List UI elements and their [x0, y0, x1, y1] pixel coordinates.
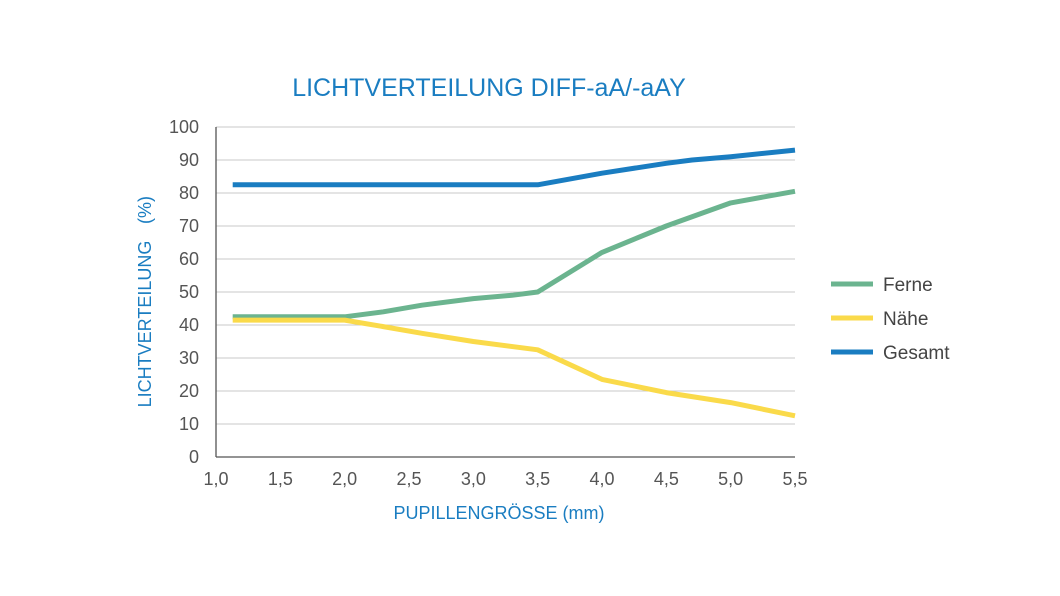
x-tick-label: 5,0 — [718, 469, 743, 489]
x-tick-label: 5,5 — [782, 469, 807, 489]
x-tick-label: 2,5 — [396, 469, 421, 489]
y-tick-label: 20 — [179, 381, 199, 401]
legend-label: Ferne — [883, 275, 933, 296]
y-tick-label: 10 — [179, 414, 199, 434]
y-tick-label: 60 — [179, 249, 199, 269]
grid — [216, 126, 795, 425]
series-lines — [232, 147, 796, 419]
series-line-nähe — [232, 317, 796, 419]
y-axis-label: LICHTVERTEILUNG — [135, 241, 155, 408]
y-axis-unit: (%) — [135, 196, 155, 224]
legend-label: Gesamt — [883, 343, 950, 364]
y-tick-label: 0 — [189, 447, 199, 467]
series-line-ferne — [232, 188, 796, 320]
y-tick-label: 70 — [179, 216, 199, 236]
x-tick-label: 2,0 — [332, 469, 357, 489]
y-tick-label: 80 — [179, 183, 199, 203]
axes — [215, 127, 795, 458]
x-axis-label: PUPILLENGRÖSSE (mm) — [393, 503, 604, 523]
legend-label: Nähe — [883, 309, 928, 330]
x-tick-label: 1,5 — [268, 469, 293, 489]
x-tick-label: 4,5 — [654, 469, 679, 489]
y-tick-label: 90 — [179, 150, 199, 170]
y-tick-labels: 0 10 20 30 40 50 60 70 80 90 100 — [169, 117, 199, 467]
y-axis-title: LICHTVERTEILUNG (%) — [135, 196, 155, 407]
legend: Ferne Nähe Gesamt — [831, 275, 950, 364]
y-tick-label: 100 — [169, 117, 199, 137]
y-tick-label: 50 — [179, 282, 199, 302]
series-line-gesamt — [232, 147, 796, 188]
y-tick-label: 30 — [179, 348, 199, 368]
x-tick-label: 3,5 — [525, 469, 550, 489]
x-tick-label: 4,0 — [589, 469, 614, 489]
y-tick-label: 40 — [179, 315, 199, 335]
x-tick-label: 3,0 — [461, 469, 486, 489]
x-tick-labels: 1,0 1,5 2,0 2,5 3,0 3,5 4,0 4,5 5,0 5,5 — [203, 469, 807, 489]
chart-title: LICHTVERTEILUNG DIFF-aA/-aAY — [292, 74, 686, 102]
x-tick-label: 1,0 — [203, 469, 228, 489]
